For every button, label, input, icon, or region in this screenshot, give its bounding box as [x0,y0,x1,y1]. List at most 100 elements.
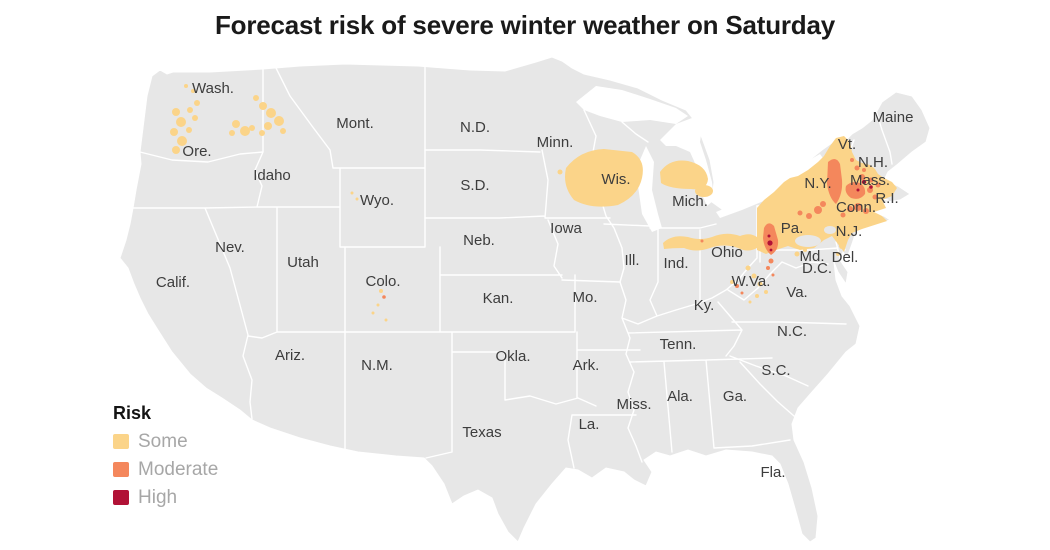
state-label-mo: Mo. [572,289,597,306]
risk-layer-moderate [382,158,881,299]
risk-area-allegheny-front [763,223,779,255]
risk-spot-ohio-moderate [700,239,704,243]
risk-spot-idaho [266,108,276,118]
risk-spot-ne-pa [820,201,826,207]
risk-area-northeast [757,136,897,254]
risk-spot-new-england [847,206,853,212]
risk-spot-mass-high [856,188,860,192]
risk-spot-new-england [872,194,878,200]
risk-spot-ore-cascades [176,117,186,127]
state-label-vt: Vt. [838,136,856,153]
state-label-del: Del. [832,249,859,266]
risk-spot-wisconsin [557,169,563,175]
state-label-wva: W.Va. [732,273,771,290]
risk-spot-allegheny-tail [771,273,775,277]
risk-spot-idaho [280,128,286,134]
risk-spot-blue-mtns [240,126,250,136]
risk-spot-new-england [863,208,869,214]
state-label-wash: Wash. [192,80,234,97]
risk-spot-idaho [259,130,265,136]
risk-spot-blue-mtns [232,120,240,128]
risk-spot-new-england [840,212,846,218]
risk-spot-wva-appalachians [748,300,752,304]
legend-row-moderate: Moderate [113,460,313,479]
state-label-ky: Ky. [694,297,715,314]
us-landmass [119,56,931,543]
risk-area-mass-conn [845,182,866,199]
risk-spot-idaho [274,116,284,126]
risk-gap [795,235,821,247]
state-label-ariz: Ariz. [275,347,305,364]
state-label-wis: Wis. [601,171,630,188]
state-label-va: Va. [786,284,807,301]
risk-spot-wva-moderate [740,291,744,295]
risk-spot-colorado [376,303,380,307]
risk-gap-southern-pa [795,226,836,247]
risk-spot-wva-moderate [735,284,739,288]
lake-erie [716,182,790,218]
state-label-okla: Okla. [495,348,530,365]
risk-spot-allegheny-high [767,240,773,246]
risk-spot-wash [194,100,200,106]
state-label-nj: N.J. [836,223,863,240]
risk-spot-new-hampshire [854,165,860,171]
state-label-ri: R.I. [875,190,898,207]
risk-spot-wyoming [350,191,354,195]
state-label-ala: Ala. [667,388,693,405]
risk-spot-wva-appalachians [755,294,759,298]
state-label-colo: Colo. [365,273,400,290]
lake-ontario [790,154,825,180]
risk-spot-colorado-moderate [382,295,386,299]
risk-spot-wash [187,107,193,113]
state-label-iowa: Iowa [550,220,582,237]
risk-spot-wash [184,84,188,88]
risk-spot-nj-del [839,243,845,249]
risk-area-indiana-ohio-band [663,233,757,251]
state-label-ny: N.Y. [804,175,831,192]
risk-spot-new-england [875,182,881,188]
state-label-mass: Mass. [850,172,890,189]
risk-spot-allegheny-high [767,234,771,238]
state-label-ohio: Ohio [711,244,743,261]
state-label-pa: Pa. [781,220,804,237]
legend-swatch-high [113,490,129,505]
risk-spot-blue-mtns [249,125,255,131]
risk-spot-ore-cascades [192,115,198,121]
state-label-conn: Conn. [836,199,876,216]
risk-spot-wva-appalachians [745,265,751,271]
risk-spot-new-england [859,174,865,180]
risk-spot-wva-appalachians [730,280,734,284]
risk-spot-ore-cascades [170,128,178,136]
lake-michigan [638,146,662,232]
lake-superior [576,86,688,124]
state-label-ark: Ark. [573,357,600,374]
risk-area-wisconsin [565,149,643,207]
risk-spot-blue-mtns [229,130,235,136]
risk-spot-idaho [259,102,267,110]
state-label-wyo: Wyo. [360,192,394,209]
risk-spot-mass-high [869,185,873,189]
lower-48-outline [119,56,931,543]
legend-swatch-moderate [113,462,129,477]
risk-layer-high [767,179,873,252]
risk-spot-nj-del [836,252,840,256]
state-borders-plains [344,149,641,469]
risk-area-north-michigan [660,160,708,190]
risk-spot-ne-pa [806,213,812,219]
state-label-neb: Neb. [463,232,495,249]
risk-spot-wva-appalachians [751,273,757,279]
risk-spot-colorado [384,318,388,322]
risk-spot-idaho [264,122,272,130]
risk-spot-colorado [371,311,375,315]
legend-label-some: Some [138,431,188,452]
risk-spot-new-hampshire [850,158,854,162]
risk-spot-idaho [253,95,259,101]
risk-spot-wva-appalachians [764,290,768,294]
state-labels: Wash. Ore. Calif. Nev. Idaho Utah Ariz. Mont. Wy… [156,80,914,481]
legend-title: Risk [113,403,152,423]
state-label-nev: Nev. [215,239,245,256]
risk-spot-allegheny-tail [768,258,774,264]
state-label-kan: Kan. [483,290,514,307]
risk-spot-mass-high [861,179,867,185]
